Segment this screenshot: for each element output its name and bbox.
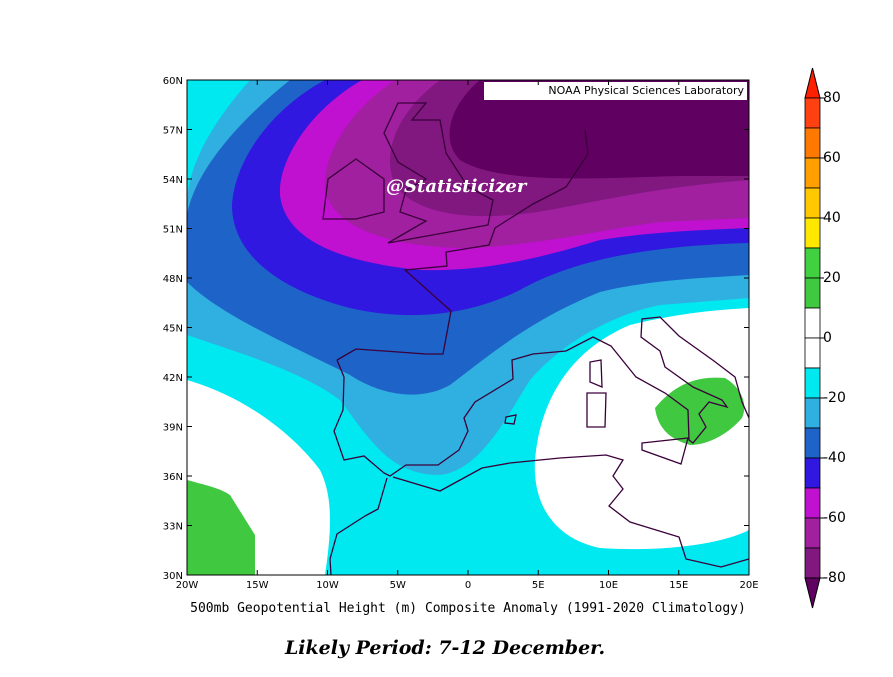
- anomaly-map: [187, 80, 749, 575]
- lat-label: 60N: [163, 76, 183, 87]
- colorbar-label: 60: [823, 150, 841, 166]
- colorbar-label: -40: [823, 450, 846, 466]
- lat-label: 48N: [163, 274, 183, 285]
- footer: Likely Period: 7-12 December.: [284, 637, 605, 659]
- coastlines: [322, 102, 749, 575]
- colorbar-label: -80: [823, 570, 846, 586]
- colorbar-band: [804, 427, 821, 459]
- map-caption: 500mb Geopotential Height (m) Composite …: [190, 601, 746, 616]
- lon-label: 5W: [390, 580, 406, 591]
- lat-label: 54N: [163, 175, 183, 186]
- lon-label: 15W: [246, 580, 269, 591]
- colorbar-band: [804, 247, 821, 279]
- lat-label: 51N: [163, 225, 183, 236]
- colorbar-arrow-top: [804, 67, 821, 99]
- credit-box: [484, 82, 747, 100]
- lon-label: 10W: [316, 580, 339, 591]
- lat-label: 45N: [163, 324, 183, 335]
- colorbar-band: [804, 517, 821, 549]
- lat-label: 57N: [163, 126, 183, 137]
- colorbar-band: [804, 127, 821, 159]
- lon-label: 0: [465, 580, 471, 591]
- colorbar-label: -20: [823, 390, 846, 406]
- band-green-west: [187, 480, 255, 575]
- colorbar-label: -60: [823, 510, 846, 526]
- colorbar-band: [804, 187, 821, 219]
- band-green-italy: [655, 377, 745, 445]
- colorbar-band: [804, 367, 821, 399]
- band-darkest-purple: [449, 80, 749, 179]
- colorbar-band: [804, 157, 821, 189]
- lat-label: 42N: [163, 373, 183, 384]
- colorbar-band: [804, 457, 821, 489]
- band-white-east: [534, 308, 749, 550]
- lat-label: 36N: [163, 472, 183, 483]
- colorbar-band: [804, 487, 821, 519]
- colorbar-band: [804, 307, 821, 339]
- colorbar-band: [804, 217, 821, 249]
- colorbar-band: [804, 337, 821, 369]
- lat-label: 33N: [163, 522, 183, 533]
- colorbar-band: [804, 397, 821, 429]
- colorbar-band: [804, 277, 821, 309]
- lat-label: 39N: [163, 423, 183, 434]
- lon-label: 15E: [669, 580, 688, 591]
- lon-label: 10E: [599, 580, 618, 591]
- colorbar-label: 20: [823, 270, 841, 286]
- colorbar-arrow-bottom: [804, 577, 821, 609]
- lon-label: 5E: [532, 580, 545, 591]
- lon-label: 20E: [739, 580, 758, 591]
- colorbar-label: 40: [823, 210, 841, 226]
- lon-label: 20W: [176, 580, 199, 591]
- colorbar-label: 0: [823, 330, 832, 346]
- colorbar-band: [804, 97, 821, 129]
- colorbar-band: [804, 547, 821, 579]
- watermark: @Statisticizer: [386, 176, 528, 197]
- colorbar-label: 80: [823, 90, 841, 106]
- lat-label: 30N: [163, 571, 183, 582]
- credit: NOAA Physical Sciences Laboratory: [548, 84, 744, 97]
- colorbar: 80 60 40 20 0 -20 -40 -60 -80: [804, 67, 846, 609]
